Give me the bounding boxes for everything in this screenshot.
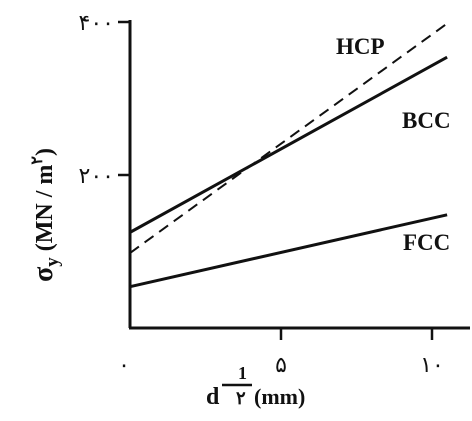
x-axis-exponent-numerator: 1 <box>238 363 247 383</box>
y-tick-label-400: ۴٠٠ <box>79 11 114 36</box>
x-tick-label-5: ۵ <box>275 353 287 378</box>
y-axis-title-unit: (MN / m <box>32 165 58 258</box>
series-labels: HCP BCC FCC <box>336 34 451 255</box>
series-line-fcc <box>129 213 448 289</box>
series-line-hcp <box>129 22 448 254</box>
tick-marks <box>118 20 434 340</box>
x-tick-label-10: ١٠ <box>420 353 444 378</box>
y-axis-title-symbol: σ <box>28 266 59 282</box>
x-axis-exponent-denominator: ٢ <box>236 388 246 408</box>
x-axis-title-main: d <box>206 384 220 410</box>
y-tick-label-200: ٢٠٠ <box>79 164 114 189</box>
series-lines <box>129 22 448 289</box>
series-label-fcc: FCC <box>403 230 450 255</box>
series-label-bcc: BCC <box>402 108 451 133</box>
x-axis-unit: (mm) <box>254 384 305 409</box>
x-axis-title: d <box>206 384 220 410</box>
series-label-hcp: HCP <box>336 34 385 59</box>
y-axis-title-unit-close: ) <box>32 148 58 156</box>
x-tick-label-0: ٠ <box>118 353 130 378</box>
y-axis-title-unit-exponent: ٢ <box>29 156 46 165</box>
svg-text:σy (MN / m٢): σy (MN / m٢) <box>28 148 63 282</box>
series-line-bcc <box>129 55 448 234</box>
tick-labels: ٢٠٠ ۴٠٠ ٠ ۵ ١٠ <box>79 11 444 378</box>
y-axis-title-subscript: y <box>42 257 63 267</box>
y-axis-title: σy (MN / m٢) <box>28 148 63 282</box>
